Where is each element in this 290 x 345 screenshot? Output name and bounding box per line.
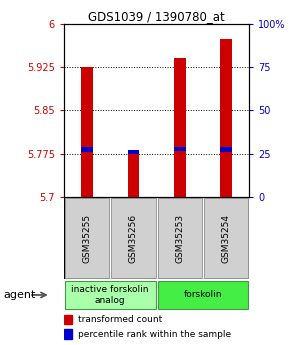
Bar — [64, 315, 72, 324]
Text: GSM35256: GSM35256 — [129, 214, 138, 263]
Bar — [204, 198, 249, 278]
Text: forskolin: forskolin — [184, 290, 222, 299]
Text: GSM35254: GSM35254 — [222, 214, 231, 263]
Bar — [111, 198, 156, 278]
Text: transformed count: transformed count — [78, 315, 162, 324]
Text: GSM35253: GSM35253 — [175, 214, 184, 263]
Bar — [81, 148, 93, 151]
Text: agent: agent — [3, 290, 35, 300]
Text: percentile rank within the sample: percentile rank within the sample — [78, 329, 231, 338]
Bar — [65, 198, 109, 278]
Bar — [220, 148, 232, 151]
Text: GSM35255: GSM35255 — [82, 214, 92, 263]
Bar — [81, 67, 93, 197]
Text: inactive forskolin
analog: inactive forskolin analog — [71, 285, 149, 305]
Bar — [157, 198, 202, 278]
Bar — [65, 281, 156, 309]
Bar — [128, 152, 139, 197]
Bar — [174, 147, 186, 151]
Bar — [64, 197, 249, 279]
Bar — [220, 39, 232, 197]
Bar — [157, 281, 249, 309]
Bar — [174, 58, 186, 197]
Title: GDS1039 / 1390780_at: GDS1039 / 1390780_at — [88, 10, 225, 23]
Bar — [64, 329, 72, 339]
Bar — [128, 150, 139, 154]
